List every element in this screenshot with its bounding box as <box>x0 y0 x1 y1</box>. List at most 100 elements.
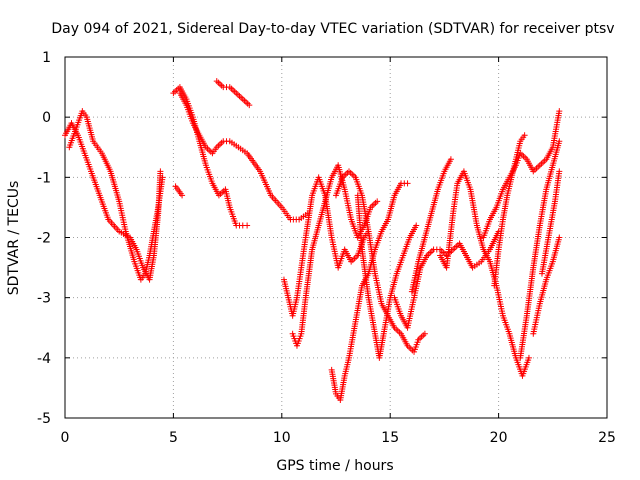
data-point-run <box>524 266 536 317</box>
series-arc-18 <box>530 234 563 337</box>
data-point-run <box>425 248 435 258</box>
data-point-run <box>142 254 153 275</box>
data-point-run <box>190 122 202 137</box>
data-point-run <box>372 230 384 251</box>
data-points <box>62 78 563 403</box>
data-point-run <box>513 152 523 166</box>
data-point-run <box>347 169 357 179</box>
series-arc-12 <box>391 228 502 331</box>
data-point-run <box>457 242 468 257</box>
data-point-run <box>379 218 390 233</box>
data-point <box>179 192 186 199</box>
data-point-run <box>385 194 397 221</box>
data-point-run <box>387 272 400 299</box>
data-point-run <box>552 170 562 203</box>
data-point-run <box>210 182 221 197</box>
data-point <box>556 138 563 145</box>
series-arc-9 <box>328 180 411 403</box>
x-tick-label: 15 <box>381 430 399 446</box>
data-point-run <box>411 339 421 353</box>
data-point <box>556 168 563 175</box>
y-tick-label: -1 <box>37 170 51 186</box>
data-point-run <box>405 296 417 329</box>
data-point-run <box>359 248 372 299</box>
data-point-run <box>365 230 378 275</box>
data-point-run <box>210 146 219 155</box>
data-point-run <box>428 188 441 215</box>
data-point-run <box>493 284 506 317</box>
data-point-run <box>316 176 328 197</box>
data-point <box>521 132 528 139</box>
data-point-run <box>155 176 166 209</box>
data-point-run <box>354 194 365 251</box>
data-point-run <box>75 134 87 155</box>
data-point-run <box>362 230 371 239</box>
data-point-run <box>173 185 184 197</box>
data-point-run <box>342 357 352 377</box>
data-point-run <box>524 158 536 173</box>
data-point-run <box>241 97 251 107</box>
data-point-run <box>298 236 309 269</box>
data-point-run <box>302 248 315 299</box>
data-point-run <box>245 152 262 173</box>
data-point-run <box>290 216 300 223</box>
data-point-run <box>539 236 552 275</box>
data-point-run <box>91 140 104 155</box>
data-point-run <box>234 91 245 101</box>
data-point-run <box>550 110 562 148</box>
data-point-run <box>128 236 139 251</box>
data-point-run <box>359 194 372 233</box>
data-point-run <box>417 332 427 342</box>
data-point-run <box>461 170 473 191</box>
data-point-run <box>342 248 354 263</box>
data-point-run <box>393 326 403 336</box>
data-point-run <box>116 200 129 233</box>
data-point-run <box>438 248 448 258</box>
data-point-run <box>99 152 113 173</box>
data-point <box>244 222 251 229</box>
data-point-run <box>97 194 111 221</box>
data-point-run <box>488 206 499 221</box>
data-point-run <box>481 248 492 263</box>
data-point-run <box>237 145 248 155</box>
y-tick-label: -5 <box>37 411 51 427</box>
data-point-run <box>204 145 214 155</box>
data-point-run <box>184 104 196 124</box>
data-point-run <box>372 272 385 305</box>
series-arc-14 <box>437 168 532 379</box>
series-arc-16 <box>491 132 528 289</box>
data-point-run <box>481 218 493 239</box>
data-point-run <box>365 296 378 335</box>
series-arc-2 <box>66 108 166 283</box>
data-point-run <box>415 236 428 263</box>
data-point-run <box>517 314 530 359</box>
data-point-run <box>222 188 233 209</box>
data-point-run <box>500 314 512 335</box>
data-point-run <box>471 260 483 270</box>
data-point-run <box>513 140 523 161</box>
data-point-run <box>342 188 354 221</box>
series-arc-13 <box>408 156 454 295</box>
data-point-run <box>228 139 240 149</box>
data-point-run <box>392 182 403 197</box>
data-point-run <box>106 218 121 233</box>
x-axis-label: GPS time / hours <box>276 458 393 474</box>
data-point-run <box>544 146 555 161</box>
data-point-run <box>298 211 309 221</box>
data-point-run <box>146 230 157 257</box>
data-point-run <box>134 248 146 269</box>
series-arc-7 <box>280 174 372 319</box>
data-point-run <box>281 278 291 299</box>
data-point-run <box>258 170 273 197</box>
data-point-run <box>381 296 393 335</box>
data-point-run <box>464 254 475 269</box>
x-tick-label: 20 <box>490 430 508 446</box>
data-point-run <box>491 248 502 287</box>
data-point-run <box>392 296 404 317</box>
data-point-run <box>227 206 239 227</box>
data-point-run <box>520 357 532 377</box>
data-point <box>413 222 420 229</box>
data-point-run <box>474 224 486 251</box>
data-point-run <box>507 332 519 359</box>
